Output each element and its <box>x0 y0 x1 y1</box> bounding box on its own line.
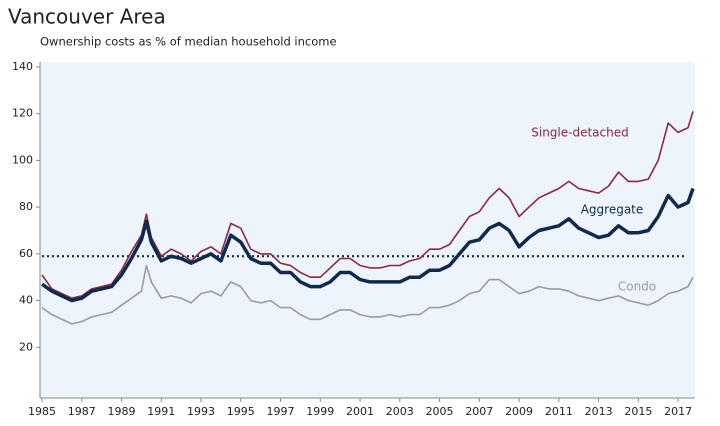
x-tick-label: 1989 <box>108 405 136 418</box>
x-tick-label: 2013 <box>585 405 613 418</box>
x-tick-label: 2009 <box>505 405 533 418</box>
x-tick-label: 1995 <box>227 405 255 418</box>
series-label: Condo <box>618 280 656 294</box>
x-tick-label: 1999 <box>306 405 334 418</box>
chart-subtitle: Ownership costs as % of median household… <box>40 35 337 49</box>
x-tick-label: 1991 <box>147 405 175 418</box>
x-tick-label: 2001 <box>346 405 374 418</box>
chart-title: Vancouver Area <box>8 5 166 29</box>
plot-background <box>40 62 695 398</box>
x-tick-label: 1997 <box>267 405 295 418</box>
x-tick-label: 1987 <box>68 405 96 418</box>
series-label: Aggregate <box>581 203 644 217</box>
series-line <box>41 264 694 325</box>
x-tick-label: 2015 <box>624 405 652 418</box>
y-tick-label: 100 <box>12 153 33 166</box>
y-tick-label: 60 <box>19 247 33 260</box>
series-line <box>41 111 694 299</box>
y-tick-label: 140 <box>12 60 33 73</box>
y-tick-label: 40 <box>19 294 33 307</box>
x-tick-label: 2007 <box>465 405 493 418</box>
x-tick-label: 2005 <box>426 405 454 418</box>
x-tick-label: 1993 <box>187 405 215 418</box>
y-tick-label: 120 <box>12 107 33 120</box>
x-tick-label: 2011 <box>545 405 573 418</box>
series-line <box>40 187 695 303</box>
y-tick-label: 20 <box>19 340 33 353</box>
series-label: Single-detached <box>531 126 628 140</box>
y-tick-label: 80 <box>19 200 33 213</box>
x-tick-label: 1985 <box>28 405 56 418</box>
x-tick-label: 2003 <box>386 405 414 418</box>
x-tick-label: 2017 <box>664 405 692 418</box>
